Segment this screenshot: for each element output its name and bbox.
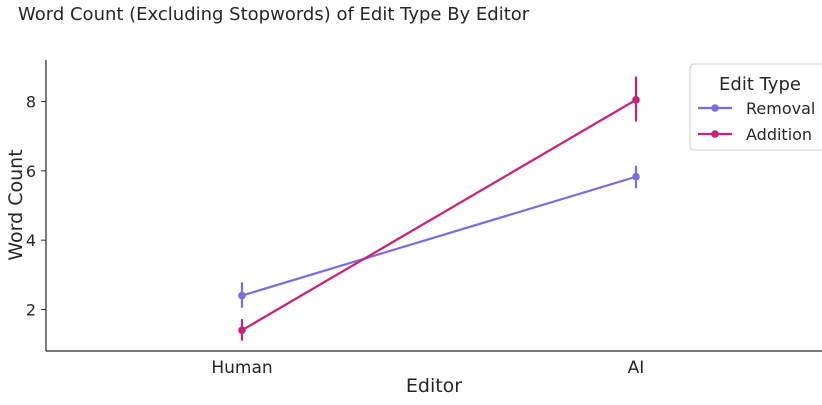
legend-box bbox=[689, 63, 822, 151]
data-point-addition bbox=[238, 326, 246, 335]
y-tick-label: 4 bbox=[26, 231, 36, 250]
x-axis-label: Editor bbox=[406, 375, 462, 397]
y-axis-label: Word Count bbox=[5, 149, 27, 260]
legend-label-removal: Removal bbox=[746, 99, 815, 118]
chart-title: Word Count (Excluding Stopwords) of Edit… bbox=[18, 4, 530, 25]
data-point-addition bbox=[632, 96, 640, 104]
y-tick-label: 2 bbox=[26, 300, 36, 319]
axes bbox=[45, 60, 822, 352]
data-point-removal bbox=[238, 291, 246, 300]
series-line-removal bbox=[241, 175, 637, 297]
data-point-removal bbox=[632, 172, 640, 181]
series-line-addition bbox=[241, 98, 637, 332]
series-addition bbox=[238, 76, 640, 341]
legend-items: Removal Addition bbox=[698, 99, 815, 144]
y-ticks: 2 4 6 8 bbox=[26, 93, 46, 319]
x-ticks: Human AI bbox=[211, 358, 644, 378]
series-layer bbox=[238, 76, 640, 341]
legend-title: Edit Type bbox=[719, 74, 801, 95]
y-tick-label: 8 bbox=[26, 93, 36, 112]
legend: Edit Type Removal Addition bbox=[689, 63, 822, 151]
legend-marker-removal bbox=[711, 104, 719, 112]
y-tick-label: 6 bbox=[26, 162, 36, 181]
x-tick-label: Human bbox=[211, 358, 272, 378]
x-tick-label: AI bbox=[628, 358, 645, 378]
series-removal bbox=[238, 165, 640, 308]
legend-marker-addition bbox=[711, 130, 719, 138]
legend-label-addition: Addition bbox=[746, 125, 812, 144]
